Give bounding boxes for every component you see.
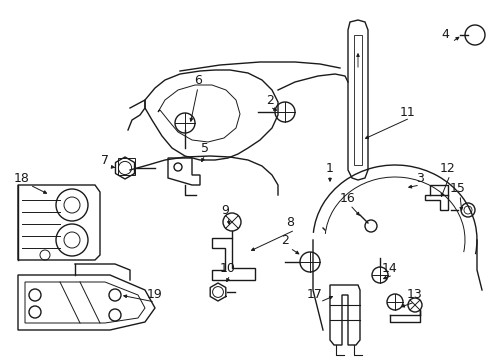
Text: 8: 8 xyxy=(285,216,293,229)
Text: 19: 19 xyxy=(147,288,163,302)
Text: 17: 17 xyxy=(306,288,322,302)
Text: 15: 15 xyxy=(449,181,465,194)
Text: 4: 4 xyxy=(440,28,448,41)
Text: 18: 18 xyxy=(14,171,30,184)
Text: 1: 1 xyxy=(325,162,333,175)
Text: 11: 11 xyxy=(399,105,415,118)
Text: 14: 14 xyxy=(381,261,397,274)
Text: 5: 5 xyxy=(201,141,208,154)
Text: 10: 10 xyxy=(220,261,235,274)
Text: 3: 3 xyxy=(415,171,423,184)
Text: 2: 2 xyxy=(265,94,273,107)
Text: 6: 6 xyxy=(194,73,202,86)
Text: 2: 2 xyxy=(281,234,288,247)
Text: 13: 13 xyxy=(407,288,422,302)
Text: 16: 16 xyxy=(340,192,355,204)
Text: 7: 7 xyxy=(101,153,109,166)
Text: 9: 9 xyxy=(221,203,228,216)
Text: 12: 12 xyxy=(439,162,455,175)
